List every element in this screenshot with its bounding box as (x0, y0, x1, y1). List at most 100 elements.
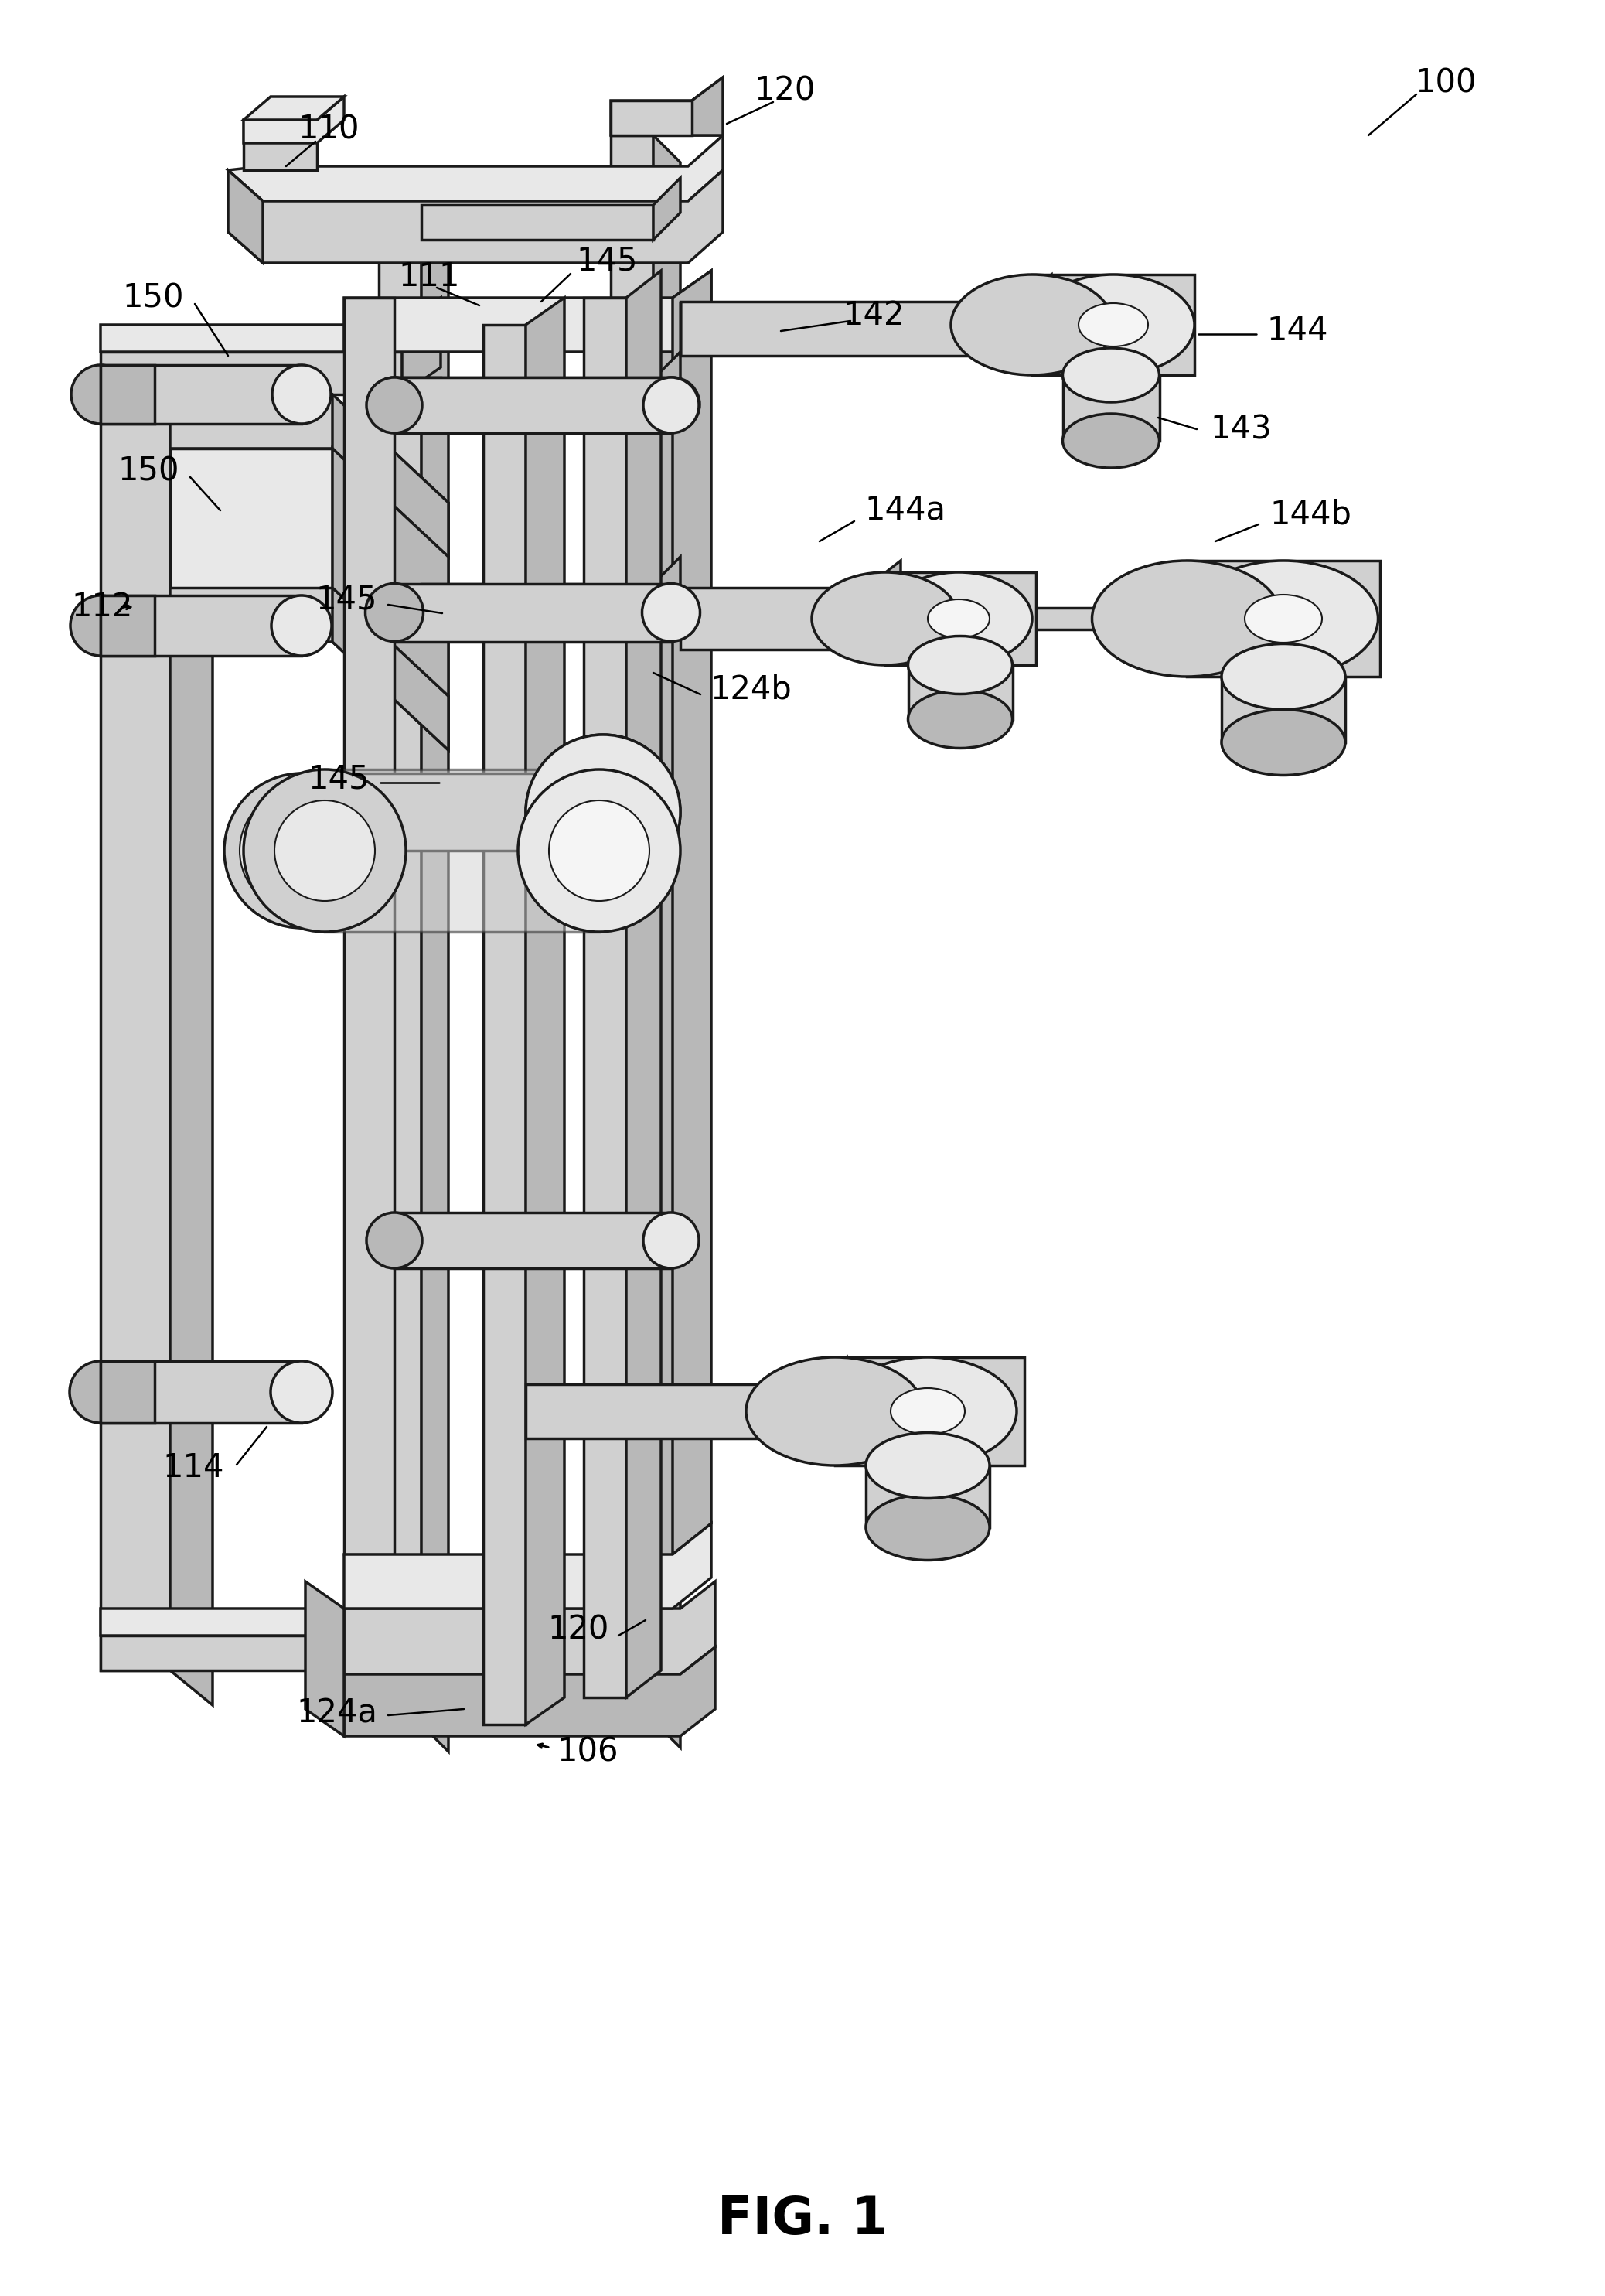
Ellipse shape (886, 572, 1032, 666)
Ellipse shape (71, 595, 130, 657)
Ellipse shape (69, 1362, 132, 1424)
Polygon shape (526, 1384, 812, 1437)
Text: 100: 100 (1416, 67, 1477, 99)
Ellipse shape (271, 1362, 332, 1424)
Polygon shape (422, 170, 448, 1752)
Text: 145: 145 (316, 583, 377, 615)
Polygon shape (395, 585, 672, 641)
Polygon shape (584, 298, 626, 1697)
Polygon shape (332, 448, 448, 696)
Ellipse shape (1221, 709, 1345, 776)
Ellipse shape (1091, 560, 1281, 677)
Polygon shape (302, 774, 603, 850)
Text: 112: 112 (71, 590, 133, 622)
Text: 124a: 124a (297, 1697, 377, 1729)
Ellipse shape (239, 790, 363, 912)
Polygon shape (101, 365, 302, 425)
Polygon shape (101, 298, 441, 351)
Polygon shape (1035, 608, 1175, 629)
Polygon shape (865, 1465, 990, 1527)
Ellipse shape (271, 595, 332, 657)
Ellipse shape (645, 377, 700, 432)
Polygon shape (1013, 276, 1051, 356)
Ellipse shape (1221, 643, 1345, 709)
Text: 144a: 144a (865, 494, 945, 526)
Polygon shape (244, 96, 343, 142)
Polygon shape (170, 395, 448, 558)
Polygon shape (170, 395, 212, 1706)
Polygon shape (343, 1646, 716, 1736)
Polygon shape (672, 271, 711, 1554)
Polygon shape (101, 1362, 154, 1424)
Ellipse shape (865, 1433, 990, 1499)
Ellipse shape (644, 1212, 698, 1267)
Text: 145: 145 (308, 762, 369, 797)
Ellipse shape (366, 583, 424, 641)
Ellipse shape (368, 585, 422, 641)
Ellipse shape (812, 572, 958, 666)
Polygon shape (379, 170, 422, 1724)
Ellipse shape (244, 769, 406, 932)
Polygon shape (1186, 560, 1380, 677)
Ellipse shape (908, 691, 1013, 748)
Text: 142: 142 (843, 298, 904, 331)
Polygon shape (332, 588, 448, 751)
Polygon shape (395, 377, 671, 434)
Text: 114: 114 (162, 1451, 225, 1483)
Polygon shape (170, 588, 448, 751)
Text: 106: 106 (557, 1736, 618, 1768)
Text: 144b: 144b (1270, 498, 1351, 530)
Ellipse shape (908, 636, 1013, 693)
Text: 110: 110 (299, 115, 360, 147)
Polygon shape (395, 377, 441, 432)
Text: 145: 145 (576, 246, 637, 278)
Polygon shape (653, 558, 681, 615)
Polygon shape (356, 298, 441, 351)
Ellipse shape (71, 365, 130, 425)
Polygon shape (526, 298, 565, 1724)
Polygon shape (612, 135, 653, 1720)
Text: 111: 111 (398, 262, 459, 294)
Ellipse shape (891, 1389, 965, 1435)
Polygon shape (101, 351, 401, 395)
Ellipse shape (950, 276, 1114, 374)
Polygon shape (343, 271, 711, 351)
Polygon shape (228, 135, 722, 202)
Text: 150: 150 (122, 282, 185, 315)
Polygon shape (101, 1362, 302, 1424)
Polygon shape (101, 395, 170, 1671)
Text: 143: 143 (1210, 413, 1271, 445)
Ellipse shape (1079, 303, 1148, 347)
Polygon shape (343, 1525, 711, 1609)
Polygon shape (1221, 677, 1345, 742)
Ellipse shape (865, 1495, 990, 1561)
Ellipse shape (642, 583, 700, 641)
Polygon shape (612, 78, 722, 135)
Ellipse shape (928, 599, 990, 638)
Ellipse shape (839, 1357, 1016, 1465)
Polygon shape (228, 170, 722, 264)
Polygon shape (653, 135, 681, 1747)
Polygon shape (244, 119, 316, 170)
Ellipse shape (549, 801, 650, 900)
Ellipse shape (518, 769, 681, 932)
Ellipse shape (366, 1212, 422, 1267)
Polygon shape (681, 301, 1013, 356)
Ellipse shape (366, 377, 422, 434)
Polygon shape (356, 1582, 441, 1635)
Polygon shape (101, 1582, 441, 1635)
Polygon shape (101, 1635, 401, 1671)
Polygon shape (101, 365, 154, 425)
Polygon shape (835, 1357, 1024, 1465)
Polygon shape (692, 78, 722, 135)
Polygon shape (395, 585, 441, 641)
Polygon shape (170, 448, 332, 588)
Polygon shape (422, 204, 653, 239)
Polygon shape (865, 560, 900, 650)
Ellipse shape (541, 751, 664, 875)
Polygon shape (1063, 374, 1160, 441)
Polygon shape (395, 1212, 671, 1267)
Polygon shape (422, 583, 653, 615)
Text: 124b: 124b (709, 673, 791, 707)
Ellipse shape (1245, 595, 1323, 643)
